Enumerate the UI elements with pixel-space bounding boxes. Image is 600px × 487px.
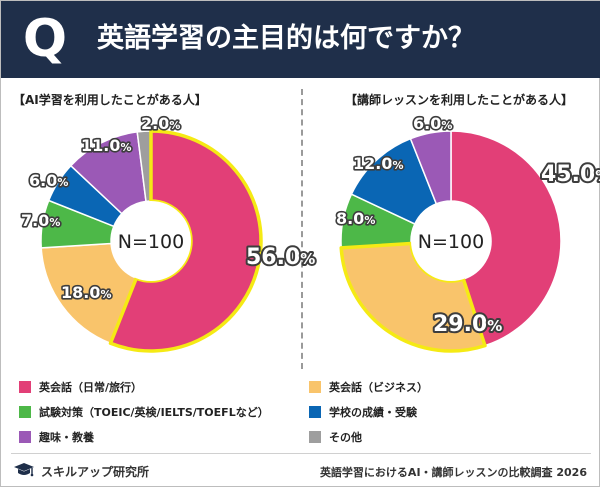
legend-label: 英会話（ビジネス） (329, 381, 428, 394)
legend-item-school: 学校の成績・受験 (309, 404, 417, 420)
legend-label: 学校の成績・受験 (329, 406, 417, 419)
legend-label: 趣味・教養 (39, 431, 94, 444)
legend-item-other: その他 (309, 429, 362, 445)
legend-swatch (19, 381, 31, 393)
page-title: 英語学習の主目的は何ですか？ (97, 23, 475, 54)
brand-logo: スキルアップ研究所 (13, 461, 149, 481)
legend-item-daily-conversation: 英会話（日常/旅行） (19, 379, 142, 395)
legend-swatch (309, 431, 321, 443)
source-note: 英語学習におけるAI・講師レッスンの比較調査 2026 (319, 466, 587, 479)
data-label-daily-conversation: 56.0% (246, 245, 315, 270)
brand-name: スキルアップ研究所 (41, 464, 150, 479)
legend-item-hobby: 趣味・教養 (19, 429, 94, 445)
legend-item-business-conversation: 英会話（ビジネス） (309, 379, 428, 395)
legend-swatch (309, 381, 321, 393)
header-banner: Q 英語学習の主目的は何ですか？ (1, 1, 600, 78)
center-sample-size: N=100 (118, 231, 184, 253)
highlight-outline (108, 129, 263, 353)
data-label-business-conversation: 18.0% (61, 283, 112, 302)
legend-label: その他 (329, 431, 362, 444)
donut-chart-teacher: N=100 45.0% 29.0% 8.0% 12.0% 6.0% (334, 112, 600, 353)
legend-swatch (19, 406, 31, 418)
panel-title-teacher: 【講師レッスンを利用したことがある人】 (345, 93, 574, 107)
data-label-daily-conversation: 45.0% (541, 162, 600, 187)
data-label-school: 12.0% (353, 154, 404, 173)
legend-swatch (19, 431, 31, 443)
panel-title-ai: 【AI学習を利用したことがある人】 (13, 93, 207, 107)
graduation-cap-icon (14, 463, 34, 477)
question-q-icon: Q (22, 9, 68, 69)
legend-label: 試験対策（TOEIC/英検/IELTS/TOEFLなど） (39, 406, 269, 419)
data-label-hobby: 11.0% (81, 136, 132, 155)
data-label-exam-prep: 7.0% (21, 211, 60, 230)
footer-divider (11, 453, 591, 454)
data-label-hobby: 6.0% (413, 114, 452, 133)
panel-divider (301, 89, 303, 369)
data-label-business-conversation: 29.0% (433, 312, 502, 337)
donut-chart-ai: N=100 56.0% 18.0% 7.0% 6.0% 11.0% 2.0% (19, 112, 317, 353)
donut-hole (111, 201, 191, 281)
legend-swatch (309, 406, 321, 418)
data-label-other: 2.0% (141, 114, 180, 133)
center-sample-size: N=100 (418, 231, 484, 253)
legend-label: 英会話（日常/旅行） (39, 381, 143, 394)
legend-item-exam-prep: 試験対策（TOEIC/英検/IELTS/TOEFLなど） (19, 404, 269, 420)
donut-hole (411, 201, 491, 281)
data-label-school: 6.0% (29, 171, 68, 190)
data-label-exam-prep: 8.0% (336, 209, 375, 228)
